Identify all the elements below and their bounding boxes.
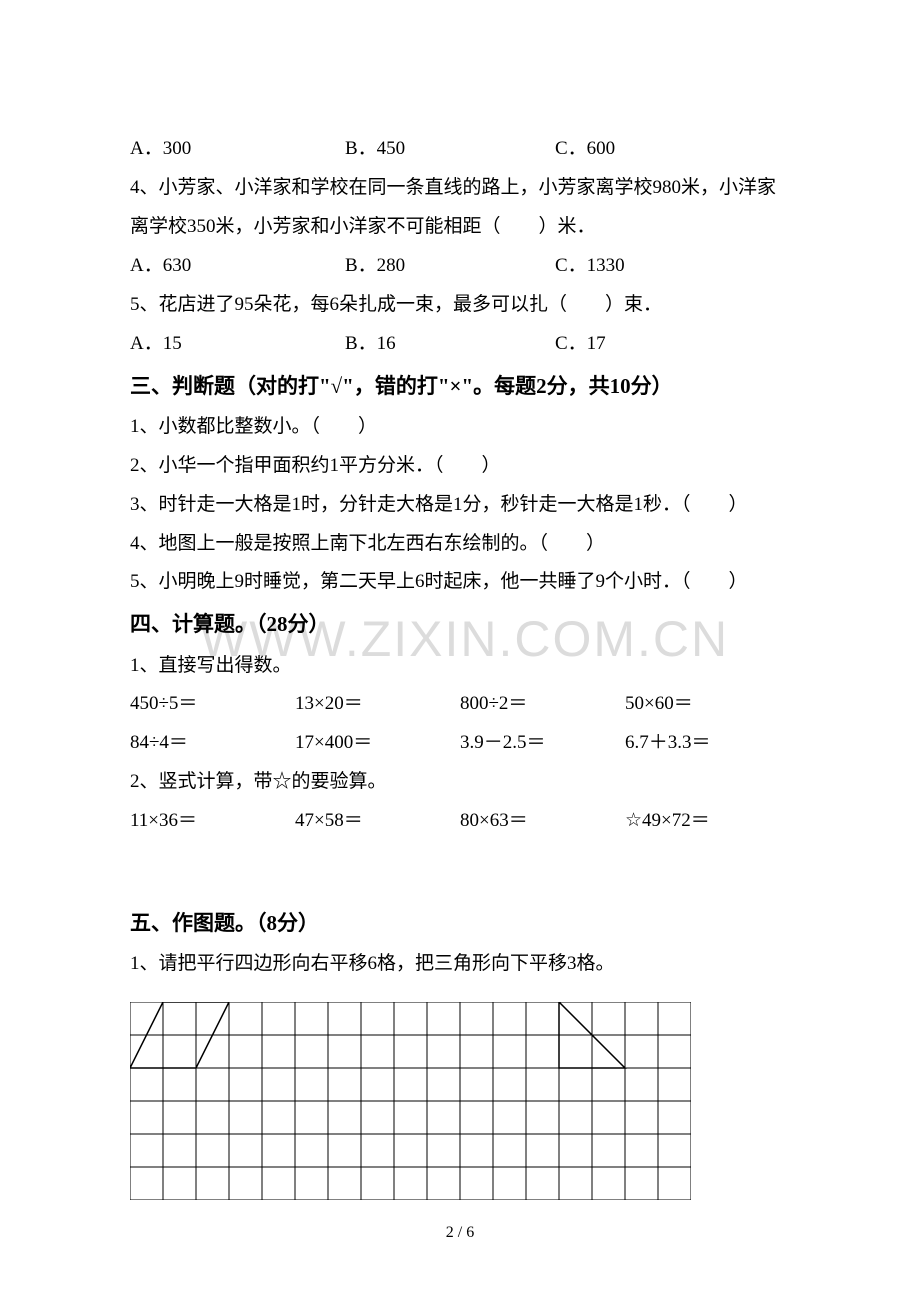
s3-q2: 2、小华一个指甲面积约1平方分米．（ ） [130,447,790,486]
s4-r3-b: 47×58＝ [295,802,460,841]
section4-heading: 四、计算题。（28分） [130,602,790,646]
q4-opt-a: A．630 [130,247,345,286]
q3-opt-b: B．450 [345,130,555,169]
q4-opt-c: C．1330 [555,247,625,286]
s4-r1-c: 800÷2＝ [460,685,625,724]
s4-r2-a: 84÷4＝ [130,724,295,763]
q5-opt-b: B．16 [345,325,555,364]
page-content: A．300 B．450 C．600 4、小芳家、小洋家和学校在同一条直线的路上，… [130,130,790,1205]
s4-row2: 84÷4＝ 17×400＝ 3.9－2.5＝ 6.7＋3.3＝ [130,724,790,763]
grid-svg [130,1002,691,1200]
s4-row1: 450÷5＝ 13×20＝ 800÷2＝ 50×60＝ [130,685,790,724]
s3-q3: 3、时针走一大格是1时，分针走大格是1分，秒针走一大格是1秒．（ ） [130,486,790,525]
q4-text-line1: 4、小芳家、小洋家和学校在同一条直线的路上，小芳家离学校980米，小洋家 [130,169,790,208]
s4-r1-b: 13×20＝ [295,685,460,724]
s4-r3-d: ☆49×72＝ [625,802,790,841]
q3-opt-c: C．600 [555,130,615,169]
s4-r2-d: 6.7＋3.3＝ [625,724,790,763]
section5-heading: 五、作图题。（8分） [130,901,790,945]
s3-q4: 4、地图上一般是按照上南下北左西右东绘制的。（ ） [130,525,790,564]
q4-text-line2: 离学校350米，小芳家和小洋家不可能相距（ ）米． [130,208,790,247]
s4-q1: 1、直接写出得数。 [130,647,790,686]
q4-opt-b: B．280 [345,247,555,286]
s4-r3-c: 80×63＝ [460,802,625,841]
s4-q2: 2、竖式计算，带☆的要验算。 [130,763,790,802]
grid-figure [130,1002,790,1205]
s3-q1: 1、小数都比整数小。（ ） [130,408,790,447]
s3-q5: 5、小明晚上9时睡觉，第二天早上6时起床，他一共睡了9个小时．（ ） [130,563,790,602]
s4-r3-a: 11×36＝ [130,802,295,841]
s5-q1: 1、请把平行四边形向右平移6格，把三角形向下平移3格。 [130,945,790,984]
q5-opt-a: A．15 [130,325,345,364]
q3-opt-a: A．300 [130,130,345,169]
s4-r2-c: 3.9－2.5＝ [460,724,625,763]
s4-r1-d: 50×60＝ [625,685,790,724]
q4-options: A．630 B．280 C．1330 [130,247,790,286]
q5-text: 5、花店进了95朵花，每6朵扎成一束，最多可以扎（ ）束． [130,286,790,325]
s4-r1-a: 450÷5＝ [130,685,295,724]
section3-heading: 三、判断题（对的打"√"，错的打"×"。每题2分，共10分） [130,364,790,408]
s4-r2-b: 17×400＝ [295,724,460,763]
q5-options: A．15 B．16 C．17 [130,325,790,364]
s4-row3: 11×36＝ 47×58＝ 80×63＝ ☆49×72＝ [130,802,790,841]
q5-opt-c: C．17 [555,325,606,364]
q3-options: A．300 B．450 C．600 [130,130,790,169]
page-number: 2 / 6 [0,1224,920,1242]
